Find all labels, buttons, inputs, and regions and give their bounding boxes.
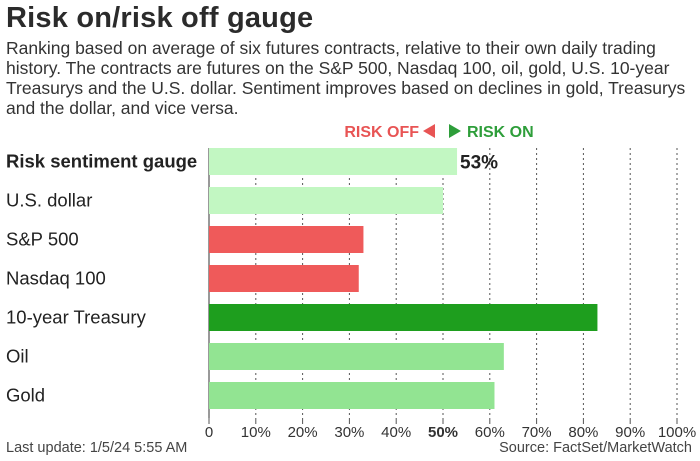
category-label: S&P 500 bbox=[6, 229, 79, 250]
x-tick-label: 40% bbox=[381, 424, 411, 441]
last-update: Last update: 1/5/24 5:55 AM bbox=[6, 440, 188, 456]
x-tick-label: 20% bbox=[288, 424, 318, 441]
bar-gold bbox=[209, 382, 495, 409]
x-tick-label: 70% bbox=[522, 424, 552, 441]
chart-subtitle: Ranking based on average of six futures … bbox=[6, 38, 686, 118]
category-label: U.S. dollar bbox=[6, 190, 92, 211]
x-tick-label: 50% bbox=[428, 424, 458, 441]
bar-oil bbox=[209, 343, 504, 370]
x-tick-label: 90% bbox=[615, 424, 645, 441]
risk-on-label: RISK ON bbox=[467, 124, 534, 141]
category-label: Gold bbox=[6, 385, 45, 406]
bar-risk-sentiment-gauge bbox=[209, 148, 458, 175]
category-label: Risk sentiment gauge bbox=[6, 151, 197, 172]
x-tick-label: 100% bbox=[658, 424, 696, 441]
left-arrow-icon bbox=[423, 124, 435, 138]
bar-nasdaq-100 bbox=[209, 265, 359, 292]
bar-10-year-treasury bbox=[209, 304, 598, 331]
page-title: Risk on/risk off gauge bbox=[6, 2, 314, 34]
bar-u-s-dollar bbox=[209, 187, 443, 214]
x-tick-label: 80% bbox=[568, 424, 598, 441]
x-tick-label: 30% bbox=[334, 424, 364, 441]
x-tick-label: 10% bbox=[241, 424, 271, 441]
x-tick-label: 60% bbox=[475, 424, 505, 441]
right-arrow-icon bbox=[449, 124, 461, 138]
x-tick-label: 0 bbox=[205, 424, 213, 441]
category-label: Oil bbox=[6, 346, 29, 367]
source-credit: Source: FactSet/MarketWatch bbox=[499, 440, 692, 456]
category-label: Nasdaq 100 bbox=[6, 268, 106, 289]
category-label: 10-year Treasury bbox=[6, 307, 147, 328]
risk-off-label: RISK OFF bbox=[344, 124, 419, 141]
gauge-value-label: 53% bbox=[460, 153, 498, 174]
bar-s-p-500 bbox=[209, 226, 364, 253]
